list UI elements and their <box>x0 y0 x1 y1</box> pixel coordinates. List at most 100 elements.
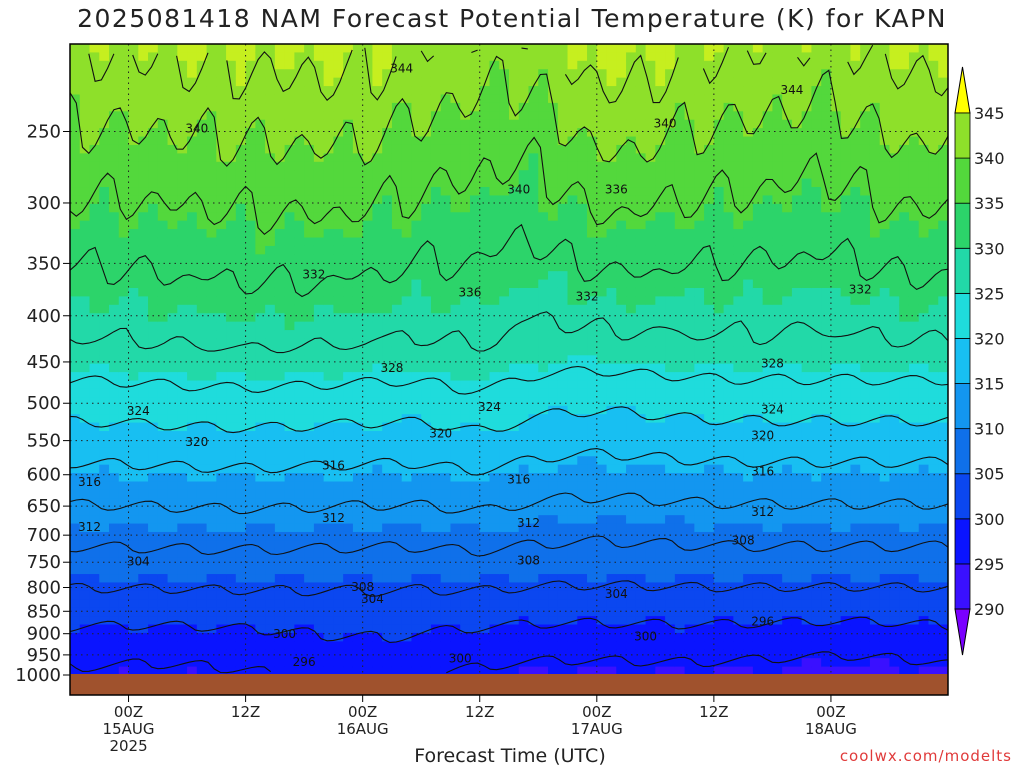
x-tick-label: 18AUG <box>805 720 857 738</box>
contour-label: 308 <box>351 580 374 594</box>
colorbar-swatch <box>954 247 971 294</box>
y-tick-label: 800 <box>27 578 61 599</box>
y-tick-label: 450 <box>27 352 61 373</box>
colorbar-swatch <box>954 473 971 520</box>
x-tick-label: 12Z <box>465 703 494 721</box>
contour-label: 324 <box>127 404 150 418</box>
contour-340 <box>70 55 948 167</box>
y-tick-label: 1000 <box>15 665 61 686</box>
chart-title: 2025081418 NAM Forecast Potential Temper… <box>77 4 947 33</box>
credit-link[interactable]: coolwx.com/modelts <box>839 747 1012 765</box>
colorbar-swatch <box>954 202 971 249</box>
contour-344 <box>88 44 948 104</box>
contour-label: 296 <box>751 614 774 628</box>
contour-label: 316 <box>322 458 345 472</box>
contour-label: 320 <box>751 429 774 443</box>
colorbar-tick-label: 305 <box>974 465 1005 484</box>
contour-label: 308 <box>517 554 540 568</box>
x-tick-label: 00Z <box>348 703 377 721</box>
contour-label: 312 <box>322 511 345 525</box>
contour-label: 320 <box>185 435 208 449</box>
contour-label: 328 <box>761 357 784 371</box>
colorbar-tick-label: 330 <box>974 239 1005 258</box>
contour-320 <box>70 406 948 434</box>
ground-surface <box>70 674 948 695</box>
x-tick-label: 17AUG <box>571 720 623 738</box>
contour-label: 344 <box>780 83 803 97</box>
colorbar-tick-label: 345 <box>974 104 1005 123</box>
colorbar-swatch <box>954 112 971 159</box>
y-tick-label: 500 <box>27 393 61 414</box>
colorbar-tick-label: 320 <box>974 329 1005 348</box>
contour-label: 296 <box>293 655 316 669</box>
colorbar-swatch <box>954 563 971 610</box>
contour-labels: 344 344 340 340 340 336 336 332 332 332 328 328 324 3… <box>78 62 872 670</box>
y-axis: 2503003504004505005506006507007508008509… <box>15 121 70 686</box>
contour-308 <box>70 535 948 557</box>
x-tick-label: 12Z <box>231 703 260 721</box>
contour-label: 332 <box>302 267 325 281</box>
colorbar-swatch <box>954 292 971 339</box>
contour-label: 304 <box>605 587 628 601</box>
contour-label: 312 <box>78 520 101 534</box>
contour-label: 332 <box>576 290 599 304</box>
contour-label: 340 <box>507 183 530 197</box>
x-tick-label: 2025 <box>109 737 147 755</box>
contour-316 <box>70 448 948 476</box>
colorbar: 290 295 300 305 310 315 320 325 330 335 340 345 <box>954 66 1005 656</box>
colorbar-tick-label: 315 <box>974 375 1005 394</box>
y-tick-label: 700 <box>27 525 61 546</box>
contour-label: 312 <box>517 516 540 530</box>
colorbar-swatch <box>954 338 971 384</box>
contour-lines <box>70 44 948 674</box>
x-tick-label: 15AUG <box>103 720 155 738</box>
contour-label: 308 <box>732 534 755 548</box>
y-tick-label: 550 <box>27 431 61 452</box>
contour-324 <box>70 365 948 395</box>
contour-label: 340 <box>185 121 208 135</box>
contour-label: 316 <box>507 472 530 486</box>
contour-label: 316 <box>751 464 774 478</box>
contour-label: 344 <box>390 62 413 76</box>
contour-label: 332 <box>849 282 872 296</box>
contour-label: 300 <box>449 652 472 666</box>
y-tick-label: 950 <box>27 645 61 666</box>
x-tick-label: 00Z <box>816 703 845 721</box>
contour-label: 316 <box>78 475 101 489</box>
colorbar-swatch <box>954 428 971 475</box>
x-tick-label: 16AUG <box>337 720 389 738</box>
y-tick-label: 300 <box>27 193 61 214</box>
colorbar-swatch <box>954 518 971 565</box>
y-tick-label: 250 <box>27 121 61 142</box>
contour-label: 340 <box>654 117 677 131</box>
y-tick-label: 850 <box>27 601 61 622</box>
contour-328 <box>70 311 948 354</box>
contour-296 <box>70 651 948 674</box>
contour-300 <box>70 616 948 644</box>
x-tick-label: 12Z <box>699 703 728 721</box>
colorbar-tick-label: 300 <box>974 510 1005 529</box>
contour-label: 312 <box>751 505 774 519</box>
x-tick-label: 00Z <box>582 703 611 721</box>
colorbar-tick-label: 295 <box>974 555 1005 574</box>
contour-field <box>70 44 948 676</box>
colorbar-max-arrow <box>954 66 971 114</box>
contour-label: 320 <box>429 426 452 440</box>
contour-label: 300 <box>273 627 296 641</box>
grid-lines <box>70 44 948 675</box>
contour-label: 304 <box>127 555 150 569</box>
contour-label: 336 <box>459 286 482 300</box>
colorbar-swatch <box>954 157 971 204</box>
x-axis-label: Forecast Time (UTC) <box>414 745 606 767</box>
colorbar-tick-label: 335 <box>974 194 1005 213</box>
contour-304 <box>70 580 948 597</box>
contour-312 <box>70 492 948 515</box>
colorbar-tick-label: 290 <box>974 600 1005 619</box>
y-tick-label: 900 <box>27 624 61 645</box>
plot-frame <box>69 43 949 696</box>
y-tick-label: 400 <box>27 306 61 327</box>
contour-label: 300 <box>634 630 657 644</box>
contour-label: 324 <box>478 400 501 414</box>
